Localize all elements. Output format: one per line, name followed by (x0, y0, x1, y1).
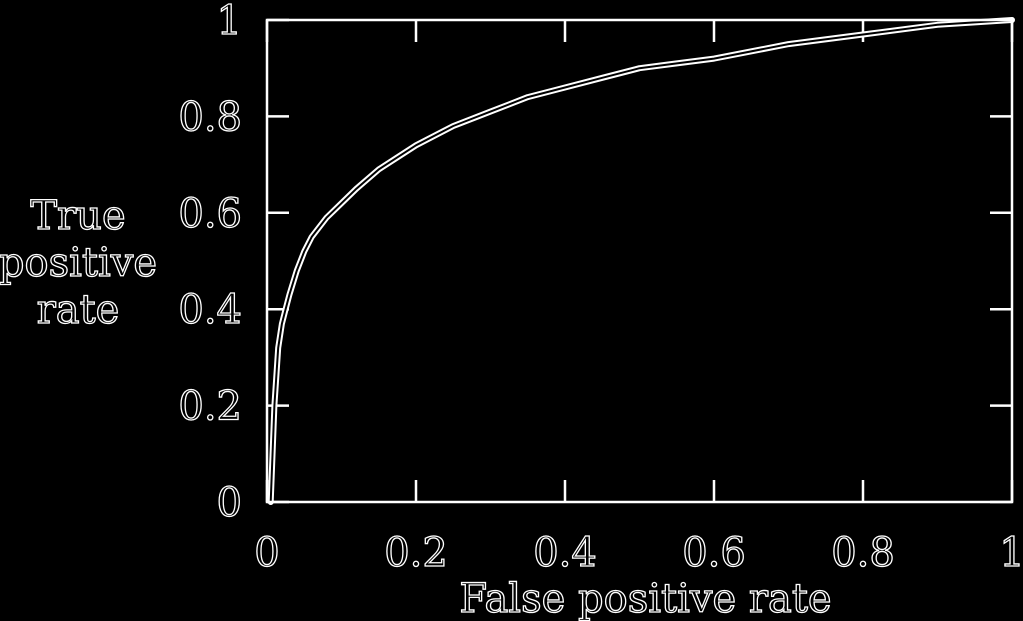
tick-marks (265, 18, 1014, 504)
y-tick-labels: 0 0.2 0.4 0.6 0.8 1 (178, 0, 243, 527)
x-axis-label: False positive rate (459, 576, 831, 621)
roc-series-line-outline (267, 17, 1015, 505)
y-tick-label: 0.6 (178, 191, 242, 237)
y-tick-label: 0 (217, 480, 242, 526)
y-tick-label: 1 (217, 0, 242, 44)
y-axis-label-line-1: True (30, 193, 125, 239)
x-tick-label: 0.2 (384, 530, 448, 576)
x-tick-labels: 0 0.2 0.4 0.6 0.8 1 (254, 529, 1023, 576)
y-tick-label: 0.2 (178, 384, 242, 430)
y-tick-label: 0.8 (178, 94, 242, 140)
y-axis-label-line-2: positive (0, 240, 157, 286)
roc-curve (267, 17, 1015, 505)
x-tick-label: 0.6 (682, 530, 746, 576)
x-tick-label: 0 (254, 530, 279, 576)
x-tick-label: 0.4 (533, 530, 597, 576)
roc-series-line (269, 19, 1013, 503)
x-tick-label: 0.8 (831, 530, 895, 576)
y-axis-label-line-3: rate (37, 287, 120, 333)
plot-frame (265, 18, 1014, 504)
y-tick-label: 0.4 (178, 287, 242, 333)
x-tick-label: 1 (999, 530, 1023, 576)
